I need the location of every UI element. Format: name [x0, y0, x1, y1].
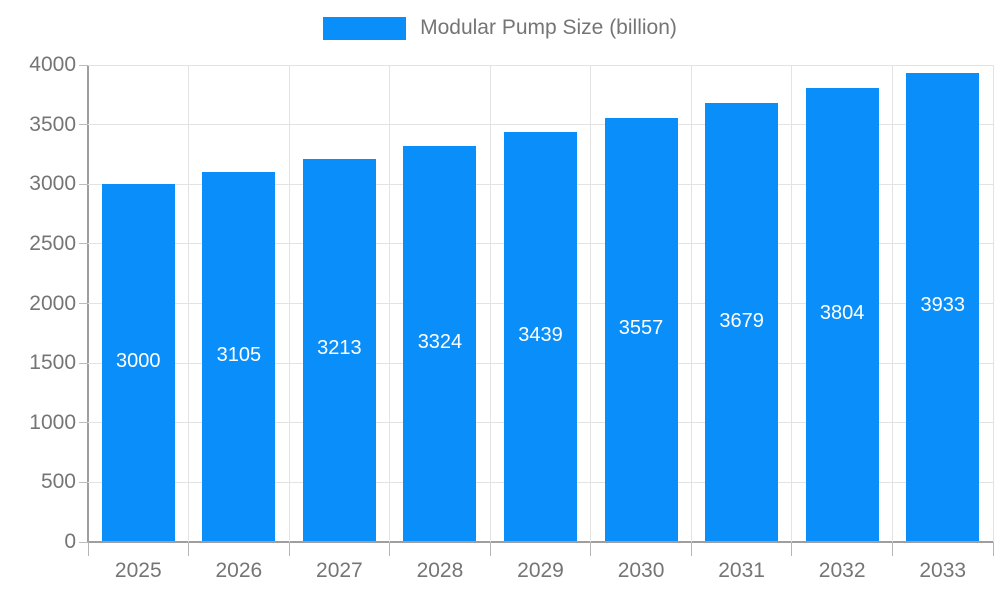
- x-axis-tick: [489, 542, 491, 556]
- x-gridline: [188, 65, 190, 542]
- x-axis-category-label: 2026: [215, 559, 263, 582]
- x-axis-tick: [590, 542, 592, 556]
- x-gridline: [690, 65, 692, 542]
- x-gridline: [891, 65, 893, 542]
- legend-swatch-icon: [323, 16, 407, 40]
- x-axis-category-label: 2028: [416, 559, 464, 582]
- x-axis-category-label: 2025: [114, 559, 162, 582]
- y-gridline: [88, 64, 993, 66]
- x-axis-tick: [891, 542, 893, 556]
- y-axis-tick: [79, 481, 88, 483]
- bar-2025[interactable]: [101, 184, 175, 541]
- plot-area: 0 500 1000 1500 2000 2500 3000 3500 4000 3000 2025…: [29, 53, 994, 582]
- x-axis-tick: [992, 542, 994, 556]
- x-axis-category-label: 2031: [718, 559, 765, 582]
- y-axis-tick: [79, 124, 88, 126]
- y-axis-tick-label: 0: [64, 530, 76, 553]
- y-axis-tick: [79, 362, 88, 364]
- x-axis-line: [87, 541, 994, 543]
- x-axis-category-label: 2033: [919, 559, 967, 582]
- x-gridline: [389, 65, 391, 542]
- y-axis-tick-label: 3500: [29, 112, 76, 136]
- y-axis-tick: [79, 422, 88, 424]
- bar-2028[interactable]: [403, 145, 477, 541]
- bar-2030[interactable]: [604, 117, 678, 541]
- x-axis-category-label: 2032: [818, 559, 866, 582]
- y-axis-tick-label: 4000: [29, 53, 76, 76]
- y-axis-tick: [79, 243, 88, 245]
- x-axis-category-label: 2030: [617, 559, 665, 582]
- y-axis-tick-label: 500: [40, 470, 76, 494]
- x-axis-tick: [791, 542, 793, 556]
- y-axis-tick: [79, 64, 88, 66]
- y-axis-tick-label: 2500: [29, 231, 76, 255]
- y-axis-tick-label: 1000: [29, 410, 76, 434]
- y-axis-tick: [79, 303, 88, 304]
- x-axis-category-label: 2029: [517, 559, 564, 582]
- x-gridline: [489, 65, 491, 542]
- y-axis-tick: [79, 541, 88, 543]
- x-axis-tick: [690, 542, 692, 556]
- bar-2031[interactable]: [705, 103, 779, 541]
- bar-2026[interactable]: [202, 171, 276, 541]
- y-axis-tick: [79, 183, 88, 185]
- x-axis-tick: [389, 542, 391, 556]
- x-axis-tick: [188, 542, 190, 556]
- x-axis-tick: [87, 542, 89, 556]
- bar-2032[interactable]: [805, 88, 879, 541]
- y-axis-tick-label: 3000: [29, 172, 76, 196]
- y-gridline: [88, 124, 993, 126]
- x-gridline: [992, 65, 994, 542]
- y-axis-tick-label: 1500: [29, 351, 76, 375]
- x-gridline: [288, 65, 290, 542]
- x-axis-tick: [288, 542, 290, 556]
- bar-2029[interactable]: [504, 131, 577, 541]
- x-gridline: [791, 65, 793, 542]
- chart-legend[interactable]: Modular Pump Size (billion): [0, 16, 1000, 40]
- x-gridline: [590, 65, 592, 542]
- y-axis-tick-label: 2000: [29, 291, 76, 315]
- bar-2033[interactable]: [906, 72, 980, 541]
- legend-label: Modular Pump Size (billion): [420, 16, 677, 39]
- bar-2027[interactable]: [302, 158, 376, 541]
- x-axis-category-label: 2027: [316, 559, 363, 582]
